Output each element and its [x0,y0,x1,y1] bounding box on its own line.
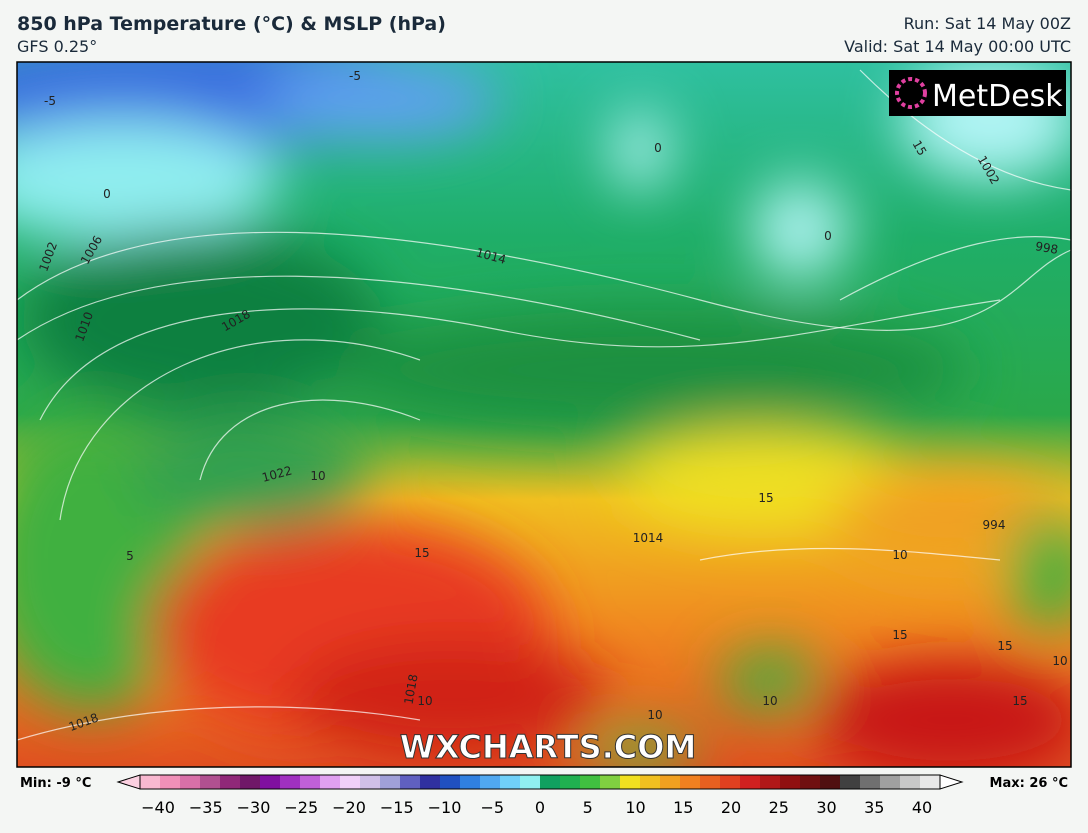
colorbar-tick-label: 25 [769,798,789,817]
colorbar-cell [220,775,241,789]
colorbar-cell [420,775,441,789]
colorbar-cell [360,775,381,789]
colorbar-tick-label: 10 [625,798,645,817]
colorbar-cell [580,775,601,789]
colorbar-cell [660,775,681,789]
colorbar-tick-label: 15 [673,798,693,817]
min-label: Min: -9 °C [20,776,91,791]
colorbar-tick-label: −15 [380,798,414,817]
contour-label: 10 [310,469,325,483]
contour-label: 15 [414,546,429,560]
colorbar-tick-label: −20 [332,798,366,817]
colorbar-end [116,774,141,790]
colorbar-cell [740,775,761,789]
colorbar-cell [820,775,841,789]
contour-label: 15 [997,639,1012,653]
contour-label: 10 [762,694,777,708]
contour-label: 15 [910,138,930,158]
contour-label: 10 [1052,654,1067,668]
contour-label: 15 [758,491,773,505]
contour-label: 994 [983,518,1006,532]
colorbar-cell [320,775,341,789]
colorbar-cell [480,775,501,789]
contour-label: 1014 [633,531,664,545]
colorbar-tick-label: −10 [428,798,462,817]
colorbar-tick-label: −5 [480,798,504,817]
colorbar-frame [139,774,941,790]
colorbar-cell [840,775,861,789]
colorbar-tick-label: −30 [237,798,271,817]
colorbar-tick-label: 30 [816,798,836,817]
colorbar-tick-label: 0 [535,798,545,817]
colorbar-end [939,774,964,790]
contour-label: 0 [824,229,832,243]
logo: MetDesk [889,70,1066,116]
colorbar-cell [240,775,261,789]
colorbar-cell [440,775,461,789]
contour-label: 0 [103,187,111,201]
colorbar-cell [180,775,201,789]
run-time: Run: Sat 14 May 00Z [903,14,1071,33]
colorbar: Min: -9 °C Max: 26 °C −40 −35 −30 −25 −20 −15… [20,774,1068,817]
colorbar-cell [860,775,881,789]
colorbar-cell [620,775,641,789]
colorbar-cell [780,775,801,789]
model: GFS 0.25° [17,37,98,56]
colorbar-cell [160,775,181,789]
map-field [17,62,1071,767]
colorbar-cell [540,775,561,789]
colorbar-cell [900,775,921,789]
title: 850 hPa Temperature (°C) & MSLP (hPa) [17,13,446,35]
colorbar-cell [280,775,301,789]
colorbar-tick-label: −25 [284,798,318,817]
colorbar-cell [500,775,521,789]
colorbar-cell [760,775,781,789]
colorbar-cell [340,775,361,789]
colorbar-cell [880,775,901,789]
colorbar-tick-label: 40 [912,798,932,817]
colorbar-tick-label: −40 [141,798,175,817]
logo-text: MetDesk [932,79,1063,114]
colorbar-cell [460,775,481,789]
max-label: Max: 26 °C [990,776,1068,791]
colorbar-cell [380,775,401,789]
colorbar-cell [800,775,821,789]
colorbar-cell [560,775,581,789]
colorbar-tick-label: −35 [189,798,223,817]
colorbar-cell [200,775,221,789]
contour-label: 998 [1034,239,1059,257]
colorbar-cell [700,775,721,789]
colorbar-cell [520,775,541,789]
watermark: WXCHARTS.COM [400,728,697,766]
colorbar-cell [600,775,621,789]
contour-label: 0 [654,141,662,155]
contour-label: 5 [126,549,134,563]
colorbar-cell [640,775,661,789]
colorbar-cell [300,775,321,789]
contour-label: 10 [417,694,432,708]
colorbar-cell [260,775,281,789]
contour-label: 1018 [402,673,421,706]
contour-label: -5 [349,69,361,83]
valid-time: Valid: Sat 14 May 00:00 UTC [844,37,1071,56]
colorbar-cell [140,775,161,789]
colorbar-tick-label: 20 [721,798,741,817]
contour-label: -5 [44,94,56,108]
colorbar-cell [720,775,741,789]
colorbar-cell [680,775,701,789]
contour-label: 15 [892,628,907,642]
contour-label: 15 [1012,694,1027,708]
colorbar-cell [400,775,421,789]
contour-label: 10 [647,708,662,722]
colorbar-cell [920,775,941,789]
contour-label: 10 [892,548,907,562]
colorbar-tick-label: 5 [583,798,593,817]
colorbar-tick-label: 35 [864,798,884,817]
